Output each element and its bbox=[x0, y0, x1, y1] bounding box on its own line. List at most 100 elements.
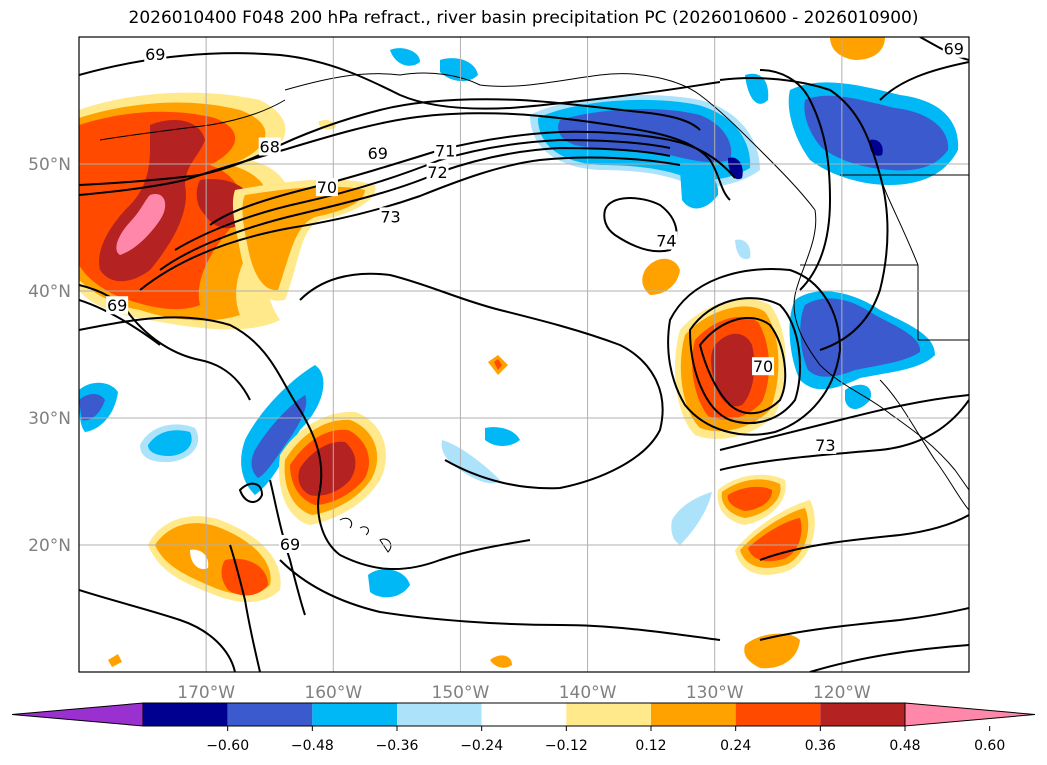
coastline-layer bbox=[99, 72, 969, 553]
colorbar-extend-max bbox=[904, 702, 1036, 727]
colorbar-swatch bbox=[820, 703, 905, 726]
colorbar-tick-label: 0.60 bbox=[974, 738, 1005, 754]
contour-label-bg bbox=[258, 137, 281, 156]
colorbar-tick-label: 0.36 bbox=[805, 738, 836, 754]
lat-label: 30°N bbox=[28, 409, 71, 429]
contour-label: 69 bbox=[368, 144, 388, 163]
fill-se3-orange bbox=[744, 633, 800, 669]
contour-label-bg bbox=[144, 44, 167, 63]
map-title: 2026010400 F048 200 hPa refract., river … bbox=[128, 8, 919, 28]
colorbar-swatch bbox=[227, 703, 313, 726]
latitude-labels: 20°N 30°N 40°N 50°N bbox=[28, 155, 71, 556]
colorbar-tick-label: −0.24 bbox=[460, 738, 503, 754]
fill-cyan-130 bbox=[735, 239, 751, 260]
fill-small-red-2 bbox=[494, 359, 502, 370]
contour-south-loop bbox=[279, 559, 721, 641]
contour-71 bbox=[174, 138, 671, 251]
contour-label: 69 bbox=[145, 45, 165, 64]
fill-ca-blue bbox=[800, 298, 921, 377]
fill-ep-orange-n bbox=[642, 258, 680, 295]
fill-se-red bbox=[727, 486, 773, 511]
lon-label: 140°W bbox=[559, 683, 617, 703]
contour-se-1 bbox=[719, 399, 969, 471]
contour-73-north bbox=[139, 156, 681, 291]
fill-small-orange-3 bbox=[108, 654, 122, 667]
lon-label: 160°W bbox=[304, 683, 362, 703]
colorbar-swatch bbox=[566, 703, 651, 726]
contour-sw-loop bbox=[238, 482, 264, 503]
contour-label-bg bbox=[942, 39, 965, 58]
contour-ep-mid bbox=[688, 297, 801, 425]
contour-label-bg bbox=[106, 296, 129, 315]
lon-label: 120°W bbox=[813, 683, 871, 703]
map-frame bbox=[78, 36, 970, 673]
fill-cp-darkred bbox=[298, 441, 356, 496]
contour-label-bg bbox=[814, 435, 837, 454]
fill-ne-cyan-small bbox=[745, 73, 769, 104]
fill-cyan-mid bbox=[441, 440, 500, 484]
fill-cyan-150b bbox=[148, 430, 192, 456]
colorbar-tick-label: 0.12 bbox=[635, 738, 666, 754]
contour-73-east bbox=[719, 394, 969, 451]
contour-70 bbox=[209, 130, 736, 226]
coastline-alaska bbox=[284, 72, 816, 211]
colorbar-tick-label: 0.48 bbox=[889, 738, 920, 754]
coastline-baja bbox=[879, 379, 969, 511]
contour-label: 74 bbox=[656, 231, 676, 250]
coastline-aleutians bbox=[99, 99, 286, 141]
colorbar-swatch bbox=[481, 703, 567, 726]
colorbar-swatch bbox=[735, 703, 821, 726]
fill-sw-white bbox=[190, 549, 209, 570]
colorbar-tick-label: 0.24 bbox=[720, 738, 751, 754]
contour-69-sw bbox=[79, 589, 236, 672]
lat-label: 20°N bbox=[28, 536, 71, 556]
colorbar: −0.60 −0.48 −0.36 −0.24 −0.12 0.12 0.24 0.36 0.4… bbox=[11, 702, 1036, 754]
fill-cp-blue bbox=[251, 395, 307, 478]
fill-w-blue bbox=[79, 394, 105, 421]
contour-label-bg bbox=[752, 357, 775, 376]
contour-label-bg bbox=[315, 178, 338, 197]
coastline-westcoast bbox=[793, 209, 969, 491]
colorbar-swatch bbox=[651, 703, 736, 726]
lon-label: 150°W bbox=[432, 683, 490, 703]
contour-70-west bbox=[79, 299, 161, 346]
contour-label: 70 bbox=[753, 357, 773, 376]
lon-label: 170°W bbox=[177, 683, 235, 703]
fill-cyan-sw2 bbox=[671, 492, 712, 545]
fill-ne-cyan-s bbox=[680, 168, 719, 209]
contour-east-1 bbox=[719, 77, 889, 351]
colorbar-outline bbox=[142, 702, 906, 727]
fill-nw-pink bbox=[116, 194, 166, 255]
gridline-layer bbox=[79, 37, 969, 672]
lat-label: 40°N bbox=[28, 282, 71, 302]
contour-se-4 bbox=[809, 644, 969, 672]
fill-ep-darkred bbox=[711, 333, 755, 407]
colorbar-tick-label: −0.60 bbox=[206, 738, 249, 754]
contour-se-2 bbox=[759, 514, 969, 561]
contour-sw-2 bbox=[229, 544, 261, 672]
contour-label-layer: 69 68 69 70 71 72 73 74 69 70 73 69 69 bbox=[106, 39, 965, 554]
contour-label: 69 bbox=[107, 296, 127, 315]
fill-cyan-north2 bbox=[390, 48, 420, 66]
contour-label-bg bbox=[426, 162, 449, 181]
contour-label-bg bbox=[655, 231, 678, 250]
colorbar-extend-min bbox=[11, 702, 144, 727]
colorbar-swatch bbox=[143, 703, 228, 726]
fill-small-orange-1 bbox=[490, 655, 512, 668]
fill-far-ne-blue bbox=[804, 95, 949, 171]
contour-east-2 bbox=[759, 69, 832, 291]
fill-sw-red bbox=[221, 558, 268, 596]
lat-label: 50°N bbox=[28, 155, 71, 175]
contour-ep-outer bbox=[667, 268, 842, 436]
coastline-hawaii bbox=[339, 517, 392, 553]
colorbar-tick-label: −0.48 bbox=[291, 738, 334, 754]
contour-label: 73 bbox=[815, 436, 835, 455]
fill-cyan-mid2 bbox=[485, 427, 520, 446]
colorbar-tick-label: −0.36 bbox=[376, 738, 419, 754]
contour-label: 68 bbox=[260, 137, 280, 156]
contour-sw-3 bbox=[269, 479, 306, 616]
contour-73-south bbox=[79, 316, 531, 570]
contour-label-bg bbox=[366, 143, 389, 162]
contour-label: 69 bbox=[280, 535, 300, 554]
contour-74 bbox=[603, 197, 678, 253]
